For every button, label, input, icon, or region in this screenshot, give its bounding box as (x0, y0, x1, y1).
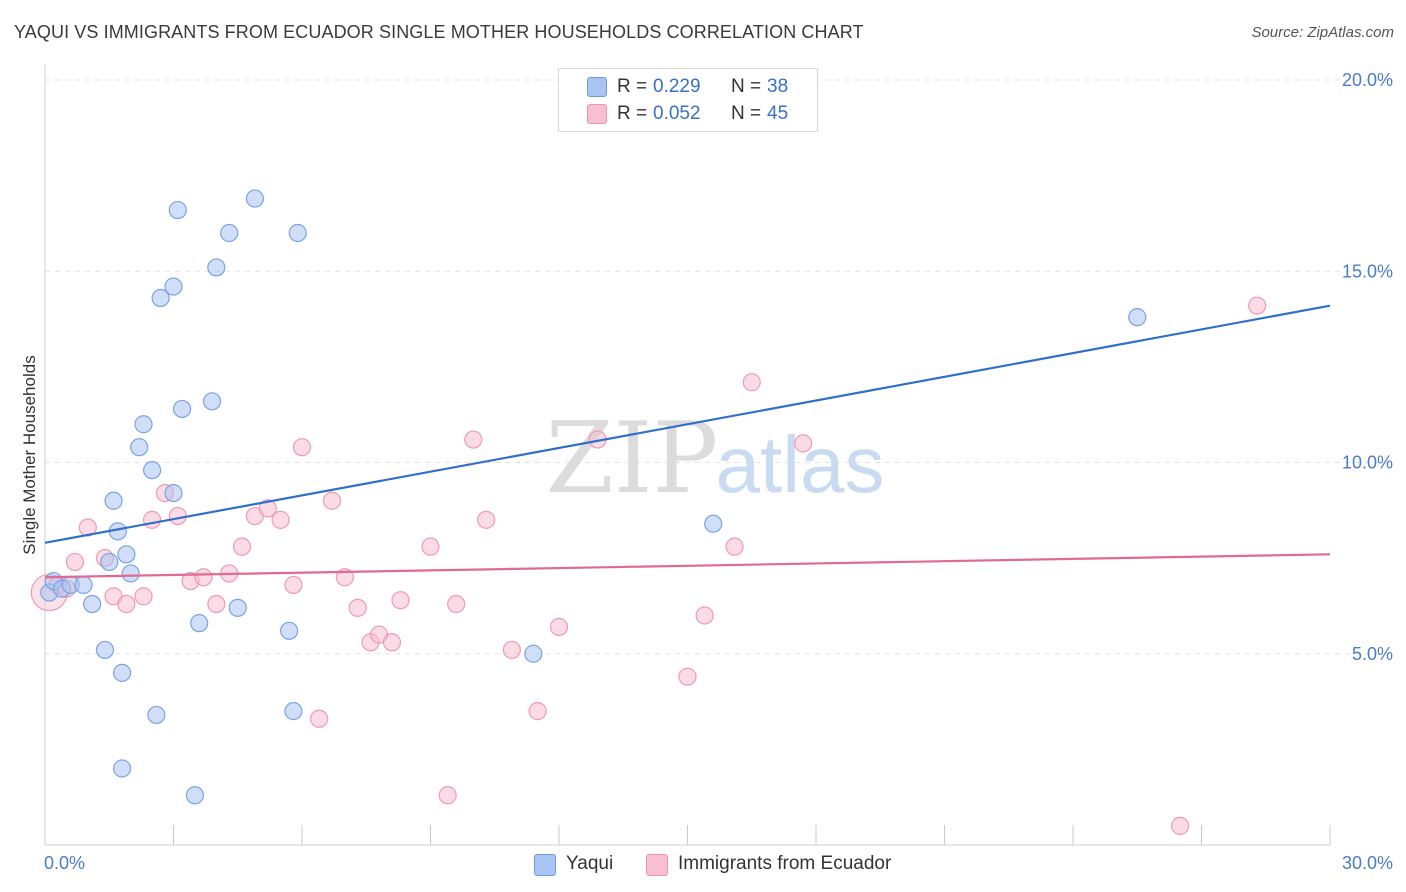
data-point (447, 594, 466, 614)
data-point (164, 277, 183, 296)
data-point (190, 614, 209, 633)
data-point (134, 587, 153, 606)
source-credit: Source: ZipAtlas.com (1251, 24, 1394, 41)
legend-n-value: 45 (767, 103, 789, 124)
data-point (258, 499, 277, 518)
legend-r-label: R = (617, 76, 648, 97)
data-point (95, 640, 115, 660)
data-point (220, 223, 239, 243)
y-axis-label: Single Mother Households (20, 355, 39, 554)
data-point (142, 510, 162, 529)
data-point (280, 621, 299, 640)
data-point (524, 644, 543, 663)
data-point (288, 223, 307, 243)
grid-lines (45, 79, 1392, 655)
data-point (382, 633, 402, 652)
y-tick-label: 10.0% (1342, 453, 1393, 473)
data-point (695, 606, 714, 625)
legend-swatch-ecuador (587, 104, 607, 124)
data-point (794, 434, 813, 453)
data-point (232, 537, 252, 556)
data-point (704, 514, 723, 533)
data-point (284, 702, 303, 721)
bottom-legend-swatch-ecuador (646, 854, 668, 876)
data-point (117, 545, 136, 564)
data-point (1248, 296, 1267, 315)
data-point (134, 415, 153, 434)
legend-r-value: 0.229 (653, 76, 701, 97)
correlation-legend: R = 0.229 N = 38 R = 0.052 N = 45 (558, 68, 818, 132)
trend-line-ecuador (44, 553, 1331, 579)
legend-n-value: 38 (767, 76, 789, 97)
data-point (725, 537, 744, 556)
legend-n-label: N = (731, 103, 762, 124)
data-point (742, 373, 761, 392)
data-point (421, 537, 440, 556)
y-tick-label: 15.0% (1342, 261, 1393, 281)
tick-labels: 5.0% 10.0% 15.0% 20.0% 0.0% 30.0% (44, 70, 1393, 873)
data-point (322, 491, 342, 510)
data-point (477, 510, 496, 529)
data-point (228, 598, 247, 617)
data-point (164, 484, 183, 503)
bottom-legend-swatch-yaqui (534, 854, 556, 876)
trend-line-yaqui (44, 304, 1331, 544)
x-tick-label: 30.0% (1342, 853, 1393, 873)
bottom-legend-label-ecuador: Immigrants from Ecuador (678, 853, 892, 874)
legend-r-value: 0.052 (653, 103, 701, 124)
data-point (207, 258, 226, 277)
data-point (151, 288, 170, 308)
legend-swatch-yaqui (587, 77, 607, 97)
data-point (121, 564, 140, 583)
data-point (172, 399, 192, 419)
data-point (310, 709, 329, 728)
data-point (348, 598, 367, 617)
data-point (112, 759, 132, 778)
data-point (245, 189, 264, 208)
data-point (74, 575, 93, 595)
data-point (194, 568, 213, 587)
data-point (464, 430, 483, 449)
legend-n-label: N = (731, 76, 762, 97)
watermark: ZIP atlas (546, 402, 885, 516)
data-point (1170, 816, 1190, 835)
watermark-zip: ZIP (546, 402, 719, 516)
watermark-atlas: atlas (716, 420, 885, 509)
data-point (104, 491, 123, 510)
x-tick-label: 0.0% (44, 853, 85, 873)
legend-r-label: R = (617, 103, 648, 124)
chart-title: YAQUI VS IMMIGRANTS FROM ECUADOR SINGLE … (14, 22, 864, 42)
data-point (65, 552, 85, 572)
series-ecuador-points (30, 296, 1267, 835)
axes (44, 65, 1331, 846)
trend-lines (44, 304, 1331, 579)
y-tick-label: 5.0% (1352, 644, 1393, 664)
data-point (284, 575, 303, 595)
data-point (83, 594, 102, 614)
data-point (207, 594, 226, 614)
data-point (502, 640, 521, 660)
data-point (142, 461, 162, 480)
data-point (117, 594, 136, 614)
data-point (292, 438, 312, 457)
data-point (271, 510, 290, 529)
data-point (678, 667, 697, 686)
data-point (168, 200, 187, 220)
data-point (168, 506, 187, 526)
data-point (147, 705, 166, 725)
bottom-legend-label-yaqui: Yaqui (566, 853, 614, 874)
data-point (112, 663, 132, 682)
data-point (100, 552, 119, 572)
y-tick-label: 20.0% (1342, 70, 1393, 90)
data-point (391, 591, 410, 610)
data-point (549, 617, 569, 637)
data-point (202, 392, 222, 411)
data-point (528, 702, 547, 721)
data-point (1128, 308, 1147, 327)
data-point (185, 786, 205, 805)
data-point (130, 438, 149, 457)
data-point (438, 786, 457, 805)
